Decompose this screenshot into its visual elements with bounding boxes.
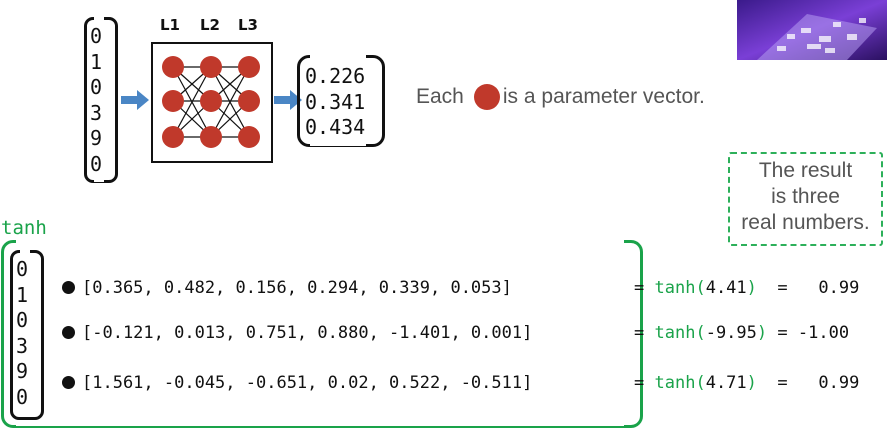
equals-sign: = bbox=[777, 323, 788, 343]
network-node bbox=[200, 90, 222, 112]
legend: Each is a parameter vector. bbox=[416, 84, 705, 110]
paren-close: ) bbox=[756, 323, 768, 343]
equals-sign: = bbox=[634, 278, 645, 298]
output-vector-value: 0.434 bbox=[305, 115, 366, 139]
bottom-input-value: 0 bbox=[16, 257, 29, 281]
paren-open: ( bbox=[695, 278, 706, 298]
paren-open: ( bbox=[695, 323, 706, 343]
cube-thumbnail-icon bbox=[737, 0, 887, 60]
network-node bbox=[162, 126, 184, 148]
network-node bbox=[200, 56, 222, 78]
output-vector-value: 0.226 bbox=[305, 64, 366, 88]
bottom-input-value: 3 bbox=[16, 333, 29, 358]
result-value: 0.99 bbox=[818, 373, 860, 393]
layer-label-l2: L2 bbox=[200, 16, 220, 34]
bottom-input-value: 0 bbox=[16, 384, 29, 409]
paren-open: ( bbox=[695, 373, 706, 393]
arrow-right-icon bbox=[121, 90, 149, 110]
network-node bbox=[200, 126, 222, 148]
input-vector-value: 0 bbox=[90, 24, 103, 48]
paren-close: ) bbox=[746, 278, 757, 298]
tanh-label: tanh bbox=[1, 217, 47, 239]
equals-sign: = bbox=[777, 278, 788, 298]
output-vector-value: 0.341 bbox=[305, 89, 366, 114]
paren-close: ) bbox=[746, 373, 757, 393]
equals-sign: = bbox=[634, 373, 645, 393]
bottom-input-value: 0 bbox=[16, 308, 29, 332]
tanh-function: tanh bbox=[654, 373, 696, 393]
dot-product-icon bbox=[62, 281, 75, 294]
legend-suffix: is a parameter vector. bbox=[502, 85, 705, 108]
input-vector-value: 0 bbox=[90, 75, 103, 99]
weight-vector: [0.365, 0.482, 0.156, 0.294, 0.339, 0.05… bbox=[82, 278, 512, 298]
tanh-function: tanh bbox=[654, 278, 696, 298]
network-node bbox=[238, 56, 260, 78]
layer-label-l3: L3 bbox=[238, 16, 258, 34]
tanh-argument: 4.41 bbox=[705, 278, 747, 298]
input-vector-value: 3 bbox=[90, 100, 103, 125]
network-node bbox=[238, 90, 260, 112]
bottom-input-value: 9 bbox=[16, 359, 29, 383]
legend-prefix: Each bbox=[416, 85, 464, 108]
input-vector-value: 1 bbox=[90, 49, 103, 74]
dot-product-icon bbox=[62, 326, 75, 339]
note-line: is three bbox=[771, 185, 840, 208]
note-line: The result bbox=[758, 159, 853, 182]
layer-label-l1: L1 bbox=[160, 16, 180, 34]
equals-sign: = bbox=[634, 323, 645, 343]
tanh-argument: -9.95 bbox=[705, 323, 757, 343]
result-expression: = tanh(-9.95) = -1.00 bbox=[634, 323, 849, 343]
note-line: real numbers. bbox=[741, 211, 870, 234]
network-node bbox=[238, 126, 260, 148]
neural-network-diagram bbox=[151, 42, 273, 163]
result-value: 0.99 bbox=[818, 278, 860, 298]
arrow-right-icon bbox=[274, 90, 302, 110]
result-value: -1.00 bbox=[797, 323, 850, 343]
tanh-function: tanh bbox=[654, 323, 696, 343]
weight-vector: [1.561, -0.045, -0.651, 0.02, 0.522, -0.… bbox=[82, 373, 533, 393]
result-expression: = tanh(4.71) = 0.99 bbox=[634, 373, 859, 393]
dot-product-icon bbox=[62, 376, 75, 389]
weight-vector: [-0.121, 0.013, 0.751, 0.880, -1.401, 0.… bbox=[82, 323, 533, 343]
tanh-argument: 4.71 bbox=[705, 373, 747, 393]
result-expression: = tanh(4.41) = 0.99 bbox=[634, 278, 859, 298]
parameter-node-icon bbox=[473, 84, 500, 110]
equals-sign: = bbox=[777, 373, 788, 393]
bottom-input-value: 1 bbox=[16, 282, 29, 307]
result-note: The result is three real numbers. bbox=[728, 152, 883, 246]
network-node bbox=[162, 56, 184, 78]
input-vector-value: 0 bbox=[90, 151, 103, 176]
network-node bbox=[162, 90, 184, 112]
input-vector-value: 9 bbox=[90, 126, 103, 150]
